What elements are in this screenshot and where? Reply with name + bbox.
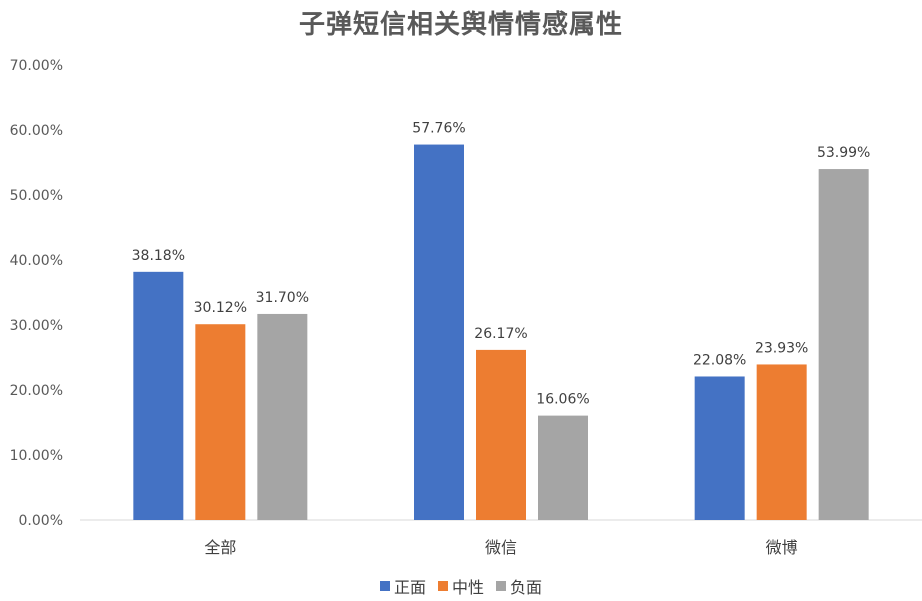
legend-label: 负面	[510, 578, 543, 597]
bar	[818, 169, 869, 520]
data-label: 22.08%	[693, 352, 746, 368]
data-label: 26.17%	[474, 326, 527, 342]
data-label: 16.06%	[536, 392, 589, 408]
data-label: 53.99%	[817, 145, 870, 161]
bar	[538, 415, 588, 520]
x-tick-label: 微博	[766, 538, 798, 557]
data-label: 23.93%	[755, 340, 808, 356]
y-tick-label: 0.00%	[19, 513, 63, 529]
bar	[257, 313, 308, 520]
chart-title: 子弹短信相关舆情情感属性	[298, 10, 623, 40]
y-tick-label: 10.00%	[10, 448, 63, 464]
y-tick-label: 20.00%	[10, 383, 63, 399]
bar	[195, 324, 246, 520]
legend-label: 正面	[393, 578, 426, 597]
data-label: 31.70%	[256, 290, 309, 306]
bar	[476, 349, 526, 520]
bar	[133, 271, 184, 520]
y-tick-label: 30.00%	[10, 318, 63, 334]
y-tick-label: 50.00%	[10, 188, 63, 204]
legend: 正面 中性 负面	[0, 574, 922, 598]
legend-label: 中性	[451, 578, 484, 597]
y-tick-label: 70.00%	[10, 58, 63, 74]
y-tick-label: 60.00%	[10, 123, 63, 139]
data-label: 57.76%	[412, 121, 465, 137]
legend-swatch	[379, 581, 390, 591]
y-tick-label: 40.00%	[10, 253, 63, 269]
legend-swatch	[437, 581, 448, 591]
bar	[756, 364, 807, 520]
bar	[694, 376, 745, 520]
legend-swatch	[496, 581, 506, 591]
legend-item: 正面	[379, 574, 426, 598]
bar	[414, 144, 464, 520]
x-tick-label: 全部	[204, 538, 236, 557]
data-label: 38.18%	[132, 248, 185, 264]
legend-item: 中性	[437, 574, 484, 598]
legend-item: 负面	[496, 574, 542, 598]
x-tick-label: 微信	[485, 538, 517, 557]
data-label: 30.12%	[194, 300, 247, 316]
